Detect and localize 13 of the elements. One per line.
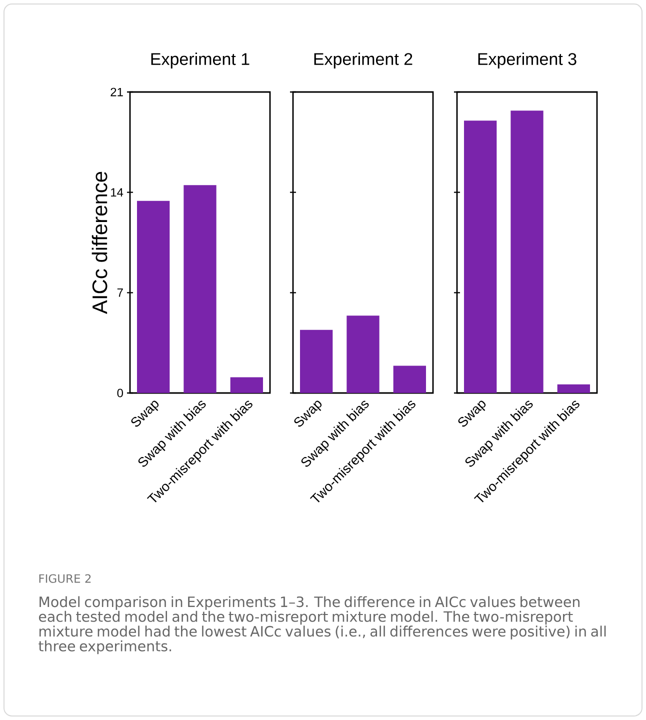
y-tick-label: 14 xyxy=(111,188,124,196)
bar xyxy=(137,200,170,393)
y-tick-label: 0 xyxy=(117,388,124,398)
bar xyxy=(184,185,216,393)
chart-title: Experiment 1 xyxy=(151,52,250,68)
y-axis-title: AICc difference xyxy=(92,172,108,314)
y-tick-label: 7 xyxy=(117,288,123,297)
bar xyxy=(230,377,263,393)
chart-title: Experiment 2 xyxy=(314,52,412,68)
text: Model comparison in Experiments 1–3. The difference in AICc values between each tested model and the two-misreport mixture model. The two-misreport mixture model had the lowest AICc values (i.e., all differences were positive) in all three experiments. xyxy=(38,596,606,654)
y-tick-label: 21 xyxy=(110,88,123,96)
chart-title: Experiment 3 xyxy=(478,52,576,68)
caption: FIGURE 2 xyxy=(39,574,91,583)
